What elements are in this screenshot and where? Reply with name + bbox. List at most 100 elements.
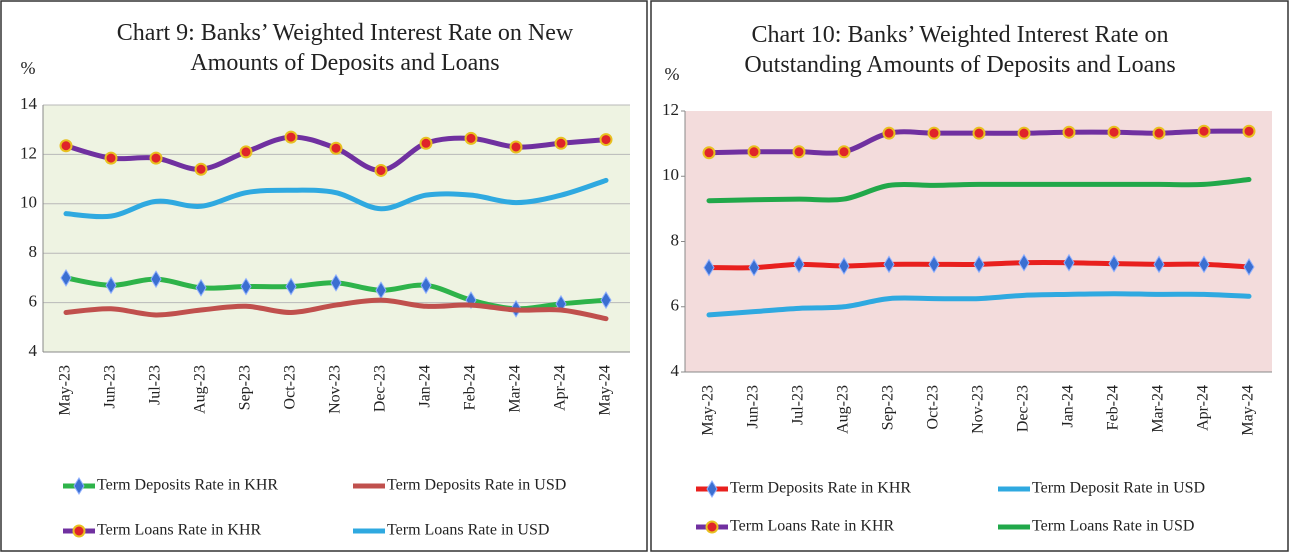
point-marker bbox=[600, 291, 612, 310]
point-marker bbox=[1242, 124, 1256, 138]
point-marker bbox=[240, 277, 252, 296]
point-marker bbox=[195, 278, 207, 297]
legend-label: Term Deposits Rate in KHR bbox=[97, 477, 278, 494]
x-tick-label: Jan-24 bbox=[417, 365, 434, 408]
panel-border bbox=[0, 0, 648, 552]
y-axis-label: % bbox=[21, 58, 36, 78]
y-tick-label: 10 bbox=[662, 165, 679, 184]
x-tick-label: May-24 bbox=[597, 365, 614, 416]
legend-label: Term Loans Rate in KHR bbox=[97, 522, 262, 539]
point-marker bbox=[285, 277, 297, 296]
y-tick-label: 8 bbox=[671, 230, 680, 249]
point-marker bbox=[928, 255, 940, 274]
point-marker bbox=[599, 133, 613, 147]
y-tick-label: 12 bbox=[20, 143, 37, 162]
point-marker bbox=[703, 258, 715, 277]
x-tick-label: Mar-24 bbox=[507, 365, 524, 413]
point-marker bbox=[972, 126, 986, 140]
x-tick-label: Jun-23 bbox=[102, 365, 119, 409]
x-tick-label: Nov-23 bbox=[327, 365, 344, 414]
point-marker bbox=[554, 136, 568, 150]
point-marker bbox=[1108, 254, 1120, 273]
x-tick-label: Dec-23 bbox=[372, 365, 389, 412]
x-tick-label: Apr-24 bbox=[552, 365, 569, 411]
series-line bbox=[63, 177, 609, 220]
legend-marker bbox=[706, 480, 718, 498]
y-tick-label: 4 bbox=[29, 341, 38, 360]
series-line bbox=[706, 177, 1252, 204]
y-tick-label: 14 bbox=[20, 94, 38, 113]
point-marker bbox=[284, 130, 298, 144]
x-tick-label: Feb-24 bbox=[462, 365, 479, 410]
legend-label: Term Loans Rate in USD bbox=[387, 522, 549, 539]
point-marker bbox=[59, 139, 73, 153]
point-marker bbox=[1017, 126, 1031, 140]
legend-label: Term Loans Rate in KHR bbox=[730, 518, 895, 535]
y-tick-label: 12 bbox=[662, 100, 679, 119]
point-marker bbox=[882, 126, 896, 140]
point-marker bbox=[239, 145, 253, 159]
point-marker bbox=[747, 145, 761, 159]
panel-border bbox=[650, 0, 1289, 552]
point-marker bbox=[419, 136, 433, 150]
x-tick-label: Jul-23 bbox=[147, 365, 164, 405]
x-tick-label: May-23 bbox=[57, 365, 74, 416]
point-marker bbox=[509, 140, 523, 154]
point-marker bbox=[973, 255, 985, 274]
y-tick-label: 4 bbox=[671, 361, 680, 380]
point-marker bbox=[1152, 126, 1166, 140]
y-tick-label: 10 bbox=[20, 193, 37, 212]
legend-label: Term Deposits Rate in USD bbox=[387, 477, 566, 494]
point-marker bbox=[702, 146, 716, 160]
x-tick-label: Aug-23 bbox=[192, 365, 209, 414]
x-tick-label: Aug-23 bbox=[835, 385, 852, 434]
point-marker bbox=[793, 255, 805, 274]
x-tick-label: May-24 bbox=[1240, 385, 1257, 436]
x-tick-label: Oct-23 bbox=[282, 365, 299, 409]
point-marker bbox=[1018, 253, 1030, 272]
x-tick-label: May-23 bbox=[700, 385, 717, 436]
series-line bbox=[63, 297, 609, 322]
point-marker bbox=[792, 145, 806, 159]
legend-marker bbox=[73, 477, 85, 495]
x-tick-label: Feb-24 bbox=[1105, 385, 1122, 430]
x-tick-label: Apr-24 bbox=[1195, 385, 1212, 431]
y-axis-label: % bbox=[665, 64, 680, 84]
point-marker bbox=[329, 141, 343, 155]
x-tick-label: Mar-24 bbox=[1150, 385, 1167, 433]
y-tick-label: 8 bbox=[29, 242, 38, 261]
point-marker bbox=[1198, 255, 1210, 274]
point-marker bbox=[748, 258, 760, 277]
point-marker bbox=[883, 255, 895, 274]
x-tick-label: Nov-23 bbox=[970, 385, 987, 434]
x-tick-label: Sep-23 bbox=[880, 385, 897, 430]
point-marker bbox=[1063, 253, 1075, 272]
point-marker bbox=[927, 126, 941, 140]
point-marker bbox=[1243, 258, 1255, 276]
point-marker bbox=[1062, 125, 1076, 139]
x-tick-label: Oct-23 bbox=[925, 385, 942, 429]
point-marker bbox=[464, 131, 478, 145]
x-tick-label: Dec-23 bbox=[1015, 385, 1032, 432]
point-marker bbox=[374, 163, 388, 177]
point-marker bbox=[104, 151, 118, 165]
series-line bbox=[706, 291, 1252, 318]
x-tick-label: Sep-23 bbox=[237, 365, 254, 410]
point-marker bbox=[194, 162, 208, 176]
x-tick-label: Jun-23 bbox=[745, 385, 762, 429]
y-tick-label: 6 bbox=[671, 296, 680, 315]
y-tick-label: 6 bbox=[29, 292, 38, 311]
point-marker bbox=[420, 276, 432, 295]
legend-label: Term Deposit Rate in USD bbox=[1032, 480, 1205, 497]
legend-label: Term Deposits Rate in KHR bbox=[730, 480, 911, 497]
point-marker bbox=[149, 151, 163, 165]
chart-title: Chart 9: Banks’ Weighted Interest Rate o… bbox=[116, 20, 574, 76]
point-marker bbox=[1197, 124, 1211, 138]
point-marker bbox=[330, 273, 342, 292]
legend-marker bbox=[705, 520, 719, 534]
point-marker bbox=[60, 268, 72, 287]
legend-label: Term Loans Rate in USD bbox=[1032, 518, 1194, 535]
x-tick-label: Jan-24 bbox=[1060, 385, 1077, 428]
